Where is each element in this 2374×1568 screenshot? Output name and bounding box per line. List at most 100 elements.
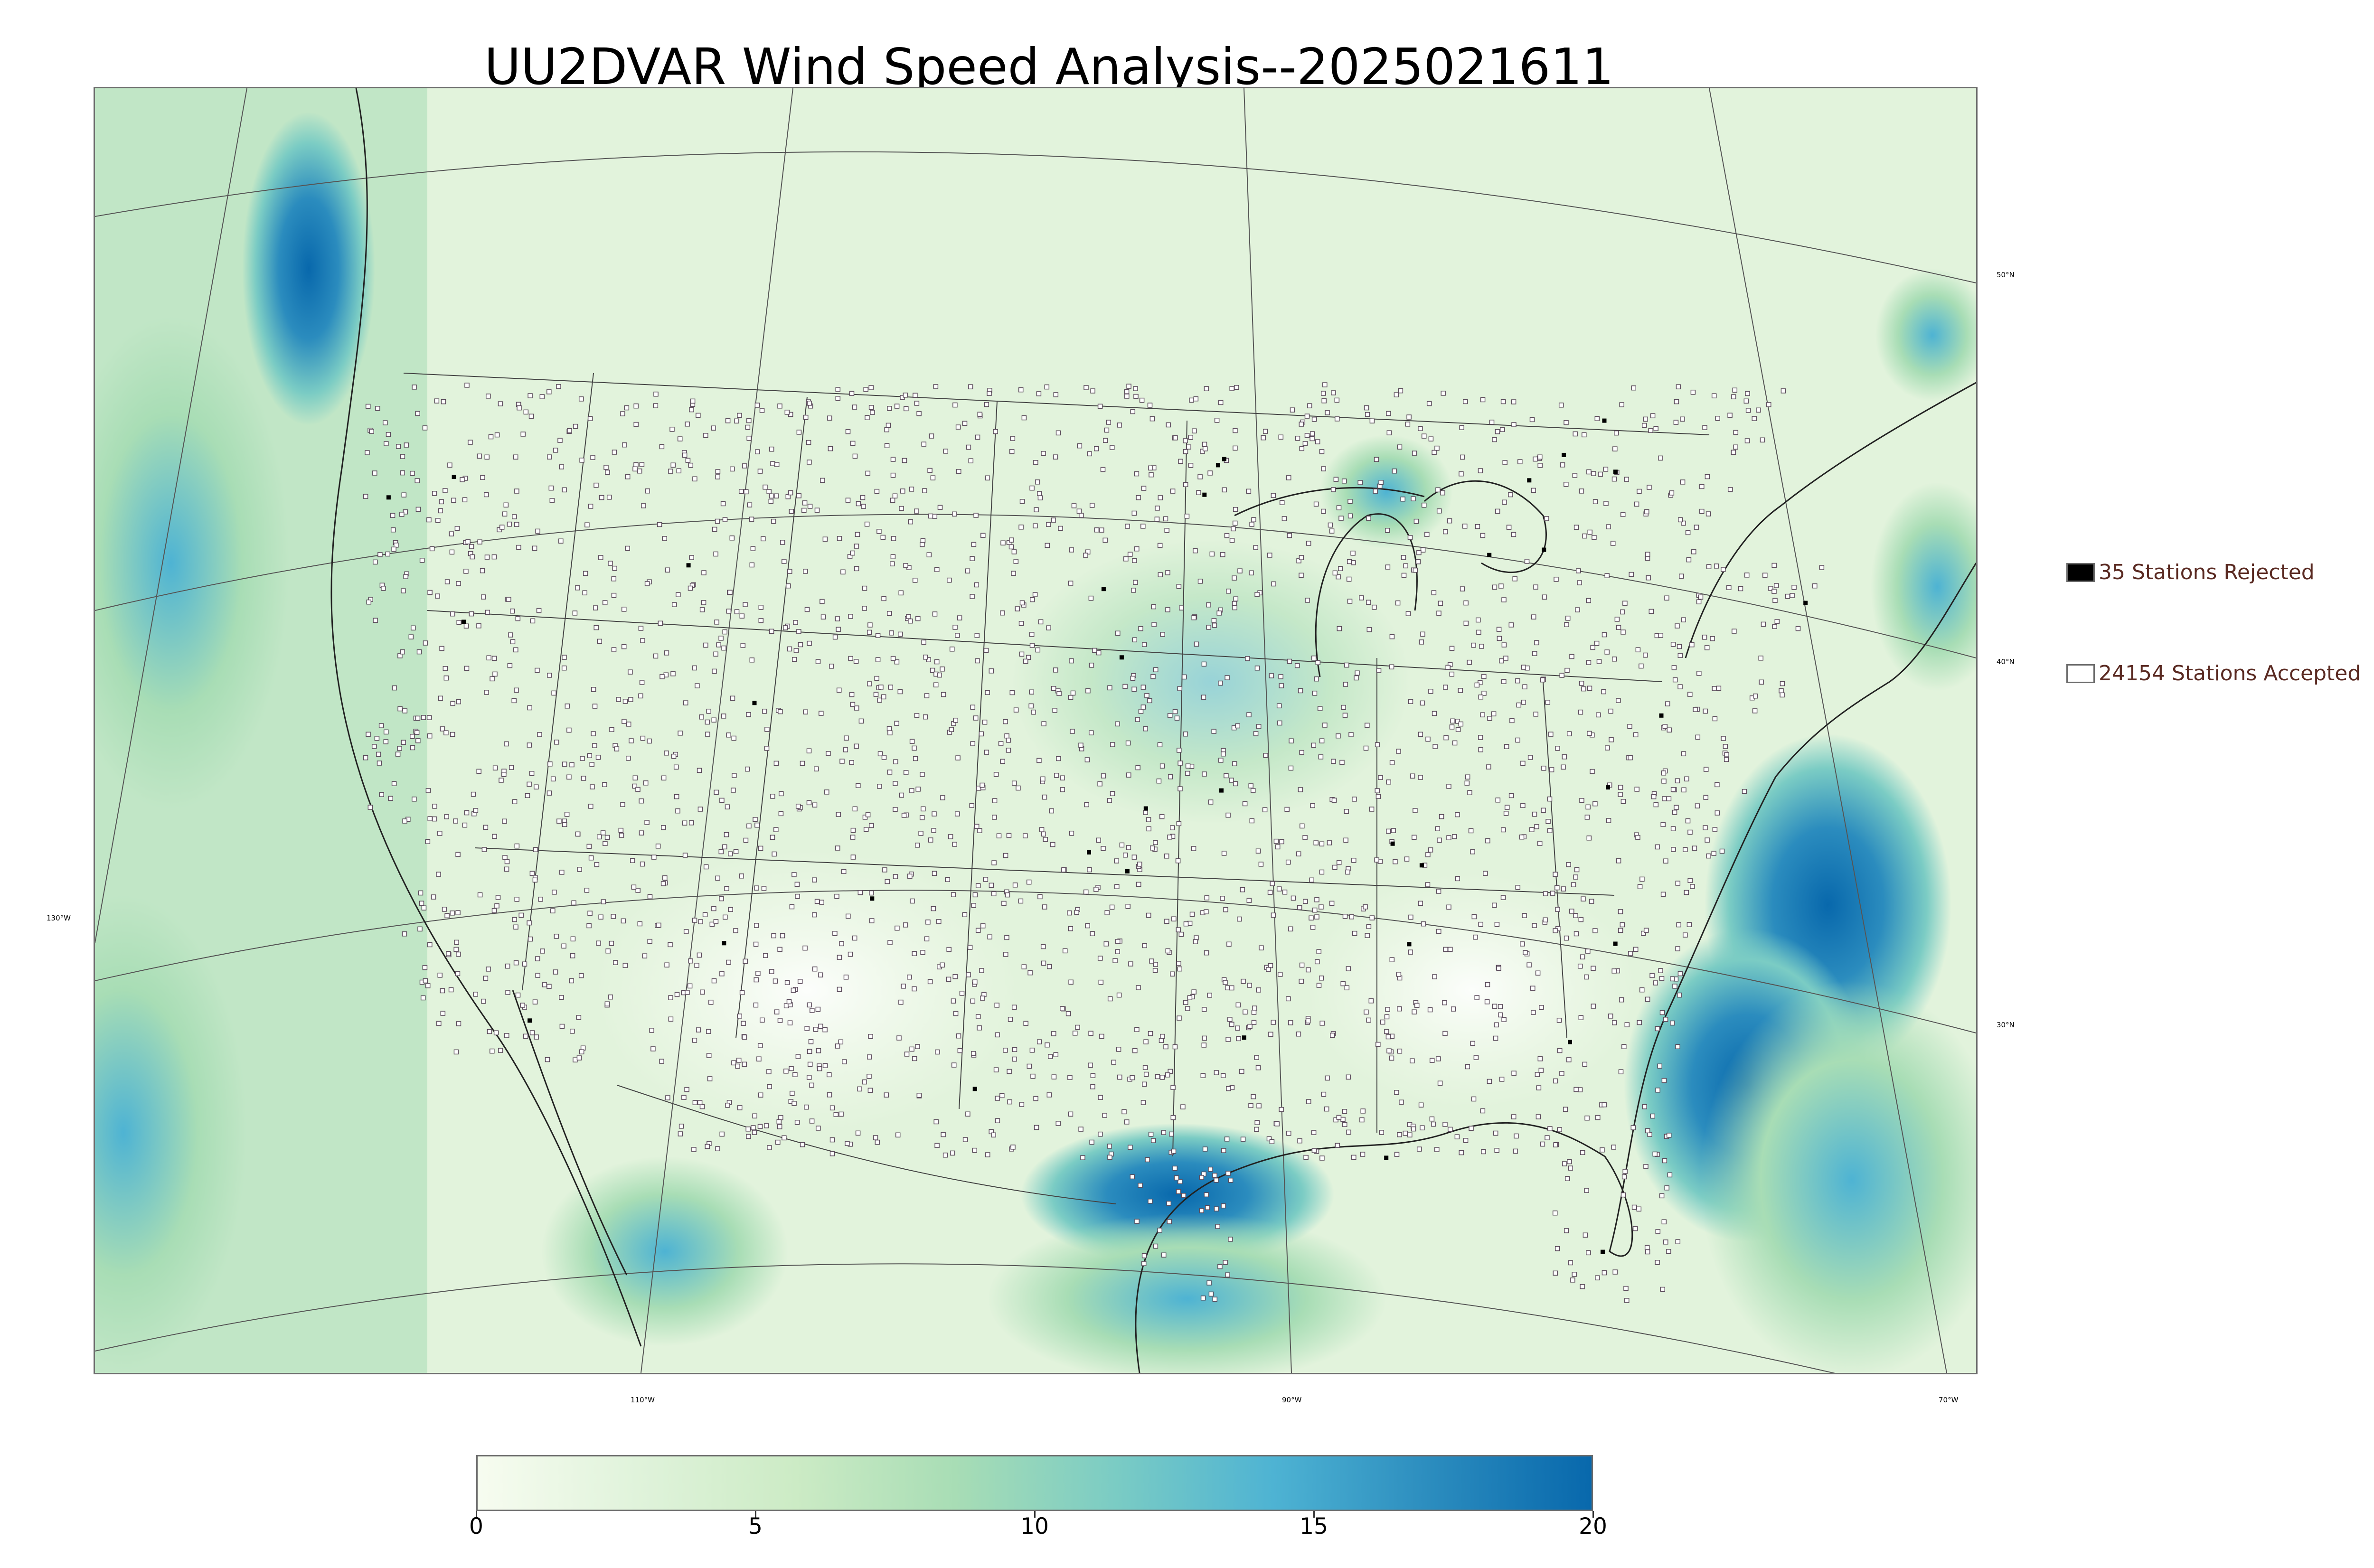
station-accepted-marker — [727, 590, 733, 595]
station-accepted-marker — [1495, 798, 1501, 803]
station-accepted-marker — [1344, 662, 1349, 668]
station-accepted-marker — [1037, 495, 1043, 500]
station-accepted-marker — [728, 907, 733, 912]
station-accepted-marker — [689, 555, 694, 560]
station-accepted-marker — [1637, 1020, 1642, 1025]
station-accepted-marker — [739, 873, 744, 879]
station-accepted-marker — [1170, 488, 1176, 494]
station-accepted-marker — [1577, 963, 1583, 969]
station-accepted-marker — [725, 1102, 730, 1108]
station-accepted-marker — [1101, 846, 1106, 851]
station-accepted-marker — [1249, 522, 1254, 527]
station-accepted-marker — [395, 751, 401, 757]
station-accepted-marker — [1521, 699, 1526, 705]
station-accepted-marker — [1493, 1035, 1498, 1041]
station-accepted-marker — [845, 1141, 850, 1146]
station-accepted-marker — [1116, 992, 1122, 998]
station-accepted-marker — [1033, 1096, 1038, 1101]
station-accepted-marker — [675, 808, 680, 814]
station-accepted-marker — [1134, 1219, 1140, 1224]
station-accepted-marker — [534, 1034, 539, 1040]
station-accepted-marker — [651, 854, 657, 860]
station-accepted-marker — [807, 504, 813, 509]
station-accepted-marker — [1266, 1136, 1272, 1142]
station-accepted-marker — [1534, 824, 1539, 829]
station-accepted-marker — [769, 493, 774, 499]
station-accepted-marker — [832, 634, 838, 640]
station-accepted-marker — [1418, 775, 1423, 780]
station-accepted-marker — [968, 384, 973, 390]
station-accepted-marker — [569, 978, 574, 984]
station-accepted-marker — [991, 1132, 996, 1138]
station-accepted-marker — [1630, 1125, 1636, 1130]
station-accepted-marker — [1240, 887, 1245, 892]
station-accepted-marker — [510, 639, 516, 645]
station-accepted-marker — [1071, 503, 1077, 508]
station-accepted-marker — [1165, 1072, 1170, 1078]
station-accepted-marker — [1521, 665, 1526, 670]
station-accepted-marker — [1149, 416, 1155, 422]
station-accepted-marker — [1098, 1131, 1103, 1137]
station-accepted-marker — [518, 912, 524, 918]
station-accepted-marker — [952, 842, 957, 847]
station-accepted-marker — [1023, 1021, 1028, 1026]
station-accepted-marker — [712, 668, 717, 674]
station-accepted-marker — [1191, 846, 1196, 851]
station-accepted-marker — [1485, 838, 1490, 844]
station-accepted-marker — [1672, 677, 1678, 683]
station-accepted-marker — [546, 790, 552, 796]
station-accepted-marker — [1347, 559, 1352, 564]
station-accepted-marker — [1436, 889, 1441, 894]
station-accepted-marker — [749, 562, 755, 568]
station-accepted-marker — [1703, 767, 1709, 772]
station-accepted-marker — [683, 929, 689, 934]
station-accepted-marker — [1184, 514, 1190, 519]
station-accepted-marker — [772, 851, 777, 857]
station-accepted-marker — [1319, 841, 1325, 846]
station-accepted-marker — [435, 593, 440, 599]
station-accepted-marker — [949, 727, 954, 732]
station-accepted-marker — [492, 834, 497, 839]
station-accepted-marker — [1552, 1210, 1558, 1216]
station-accepted-marker — [1462, 399, 1468, 404]
station-accepted-marker — [1378, 775, 1383, 780]
station-accepted-marker — [1267, 890, 1273, 895]
station-accepted-marker — [512, 514, 517, 519]
station-accepted-marker — [1337, 626, 1342, 631]
station-accepted-marker — [1721, 567, 1726, 572]
station-accepted-marker — [772, 978, 778, 984]
station-accepted-marker — [1492, 437, 1497, 442]
station-accepted-marker — [1511, 532, 1517, 537]
station-accepted-marker — [1079, 513, 1084, 518]
station-accepted-marker — [1639, 663, 1644, 669]
station-accepted-marker — [1115, 630, 1121, 636]
station-accepted-marker — [1481, 1149, 1486, 1155]
station-accepted-marker — [514, 843, 520, 849]
station-accepted-marker — [1133, 386, 1138, 391]
station-accepted-marker — [1623, 1286, 1629, 1291]
station-accepted-marker — [1084, 757, 1090, 762]
station-accepted-marker — [921, 441, 927, 447]
station-accepted-marker — [1702, 634, 1707, 640]
station-accepted-marker — [1231, 526, 1236, 532]
station-accepted-marker — [1233, 781, 1238, 787]
station-accepted-marker — [729, 535, 735, 541]
station-accepted-marker — [1448, 947, 1453, 952]
station-accepted-marker — [1692, 845, 1697, 851]
station-accepted-marker — [635, 787, 641, 792]
station-accepted-marker — [800, 761, 805, 766]
station-accepted-marker — [764, 1123, 769, 1128]
station-accepted-marker — [1541, 807, 1546, 813]
station-accepted-marker — [509, 765, 514, 770]
station-accepted-marker — [1217, 1264, 1223, 1269]
station-accepted-marker — [914, 713, 920, 718]
station-accepted-marker — [1573, 931, 1579, 937]
legend-accepted: 24154 Stations Accepted — [2066, 661, 2361, 685]
station-accepted-marker — [1186, 444, 1191, 450]
station-accepted-marker — [537, 732, 542, 737]
station-accepted-marker — [1154, 516, 1160, 522]
station-accepted-marker — [846, 913, 851, 919]
station-accepted-marker — [401, 588, 406, 593]
station-accepted-marker — [1299, 573, 1304, 578]
station-accepted-marker — [455, 971, 461, 976]
